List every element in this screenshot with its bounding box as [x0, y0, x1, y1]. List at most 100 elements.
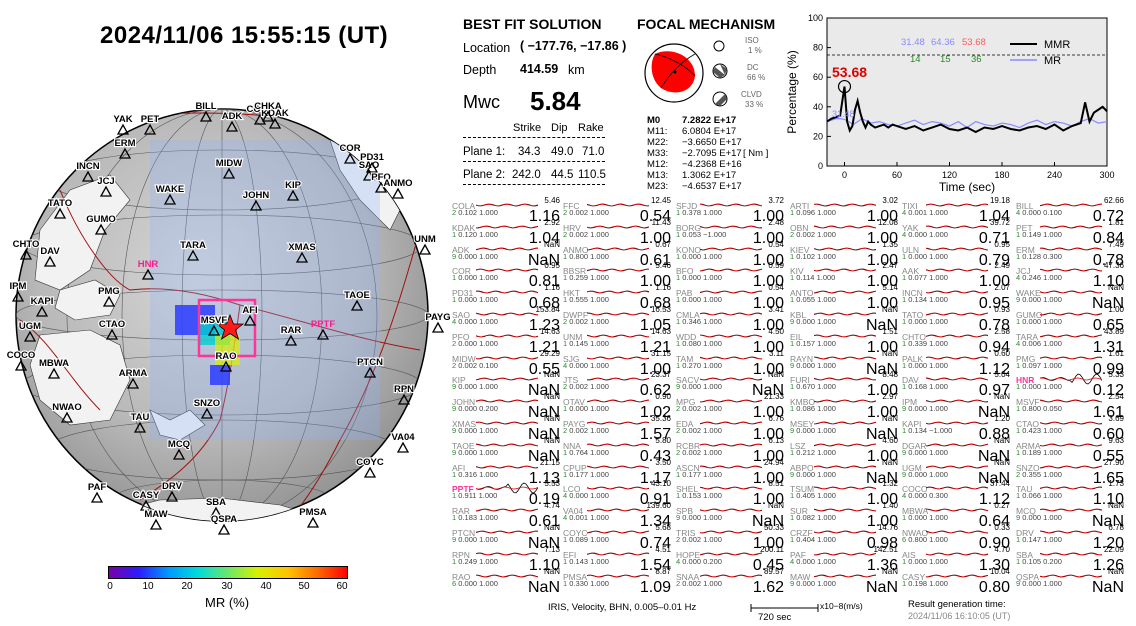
station-name: SNAA	[676, 571, 700, 582]
station-label: PAYG	[425, 312, 450, 323]
station-stats: 1 0.157 1.000	[790, 339, 836, 348]
station-stat: 1.000	[590, 338, 609, 348]
station-stat: 1	[452, 229, 457, 239]
station-stats: 2 0.002 1.000	[563, 426, 609, 435]
station-label: JOHN	[243, 190, 270, 201]
station-stat: −1.000	[703, 229, 727, 239]
station-stat: 4	[676, 556, 681, 566]
station-name: OTAV	[563, 397, 585, 408]
station-stat: 0.62	[639, 382, 671, 400]
station-stat: 1	[1016, 426, 1021, 435]
station-stat: 0.102	[796, 251, 816, 261]
station-stat: NaN	[1091, 295, 1124, 313]
station-cell: AAK 2.49 1 0.077 1.000 1.00	[902, 261, 1014, 290]
station-stat: 1.00	[866, 273, 898, 291]
station-stat: 1	[676, 360, 681, 370]
station-cell: SUR 1.40 1 0.082 1.000 1.00	[790, 501, 902, 530]
station-cell: COYC 5.68 1 0.089 1.000 0.74	[563, 523, 675, 552]
station-stat: 1.00	[866, 208, 898, 225]
station-vr-top: 7.49	[1108, 239, 1124, 249]
station-name: DGAR	[902, 440, 927, 451]
station-vr-top: 1.32	[882, 479, 898, 489]
station-stats: 1 0.670 1.000	[790, 382, 836, 391]
station-stat: 1	[1016, 360, 1021, 370]
station-cell: ULN 0.95 1 0.000 1.000 0.79	[902, 240, 1014, 269]
station-stat: 1	[1016, 251, 1021, 261]
station-stat: 0.99	[1092, 360, 1124, 378]
station-stat: 0.000	[908, 513, 928, 523]
station-label: SNZO	[194, 398, 220, 409]
station-stat: 0.000	[458, 317, 478, 326]
station-name: MSVF	[1016, 397, 1040, 408]
station-marker-kdak: KDAK	[260, 107, 290, 129]
station-stat: 1.000	[1043, 426, 1062, 435]
station-stat: 9	[452, 447, 457, 457]
station-cell: MSEY NaN 9 0.000 1.000 NaN	[790, 414, 902, 443]
station-stat: 0.423	[1022, 426, 1042, 435]
station-stat: 2	[563, 382, 568, 392]
station-name: PFO	[452, 331, 470, 342]
moment-key: M0	[647, 115, 661, 126]
annotation-mr-start: 31.48	[832, 109, 855, 119]
station-cell: TRIS 50.33 2 0.002 1.000 1.00	[676, 523, 788, 552]
station-name: SNZO	[1016, 462, 1040, 473]
station-stat: 1.00	[639, 229, 671, 247]
station-label: MSVF	[201, 315, 228, 326]
station-vr-top: 1.73	[1108, 479, 1124, 489]
station-stats: 1 0.089 1.000	[563, 535, 609, 544]
station-vr-top: 1.20	[994, 414, 1010, 423]
station-vr-top: 2.48	[768, 217, 784, 227]
station-cell: PTCN NaN 9 0.000 1.000 NaN	[452, 523, 564, 552]
colorbar-tick: 20	[181, 581, 193, 592]
station-waveform	[476, 334, 538, 338]
station-waveform	[814, 552, 876, 556]
station-stat: 4	[1016, 208, 1021, 217]
station-name: PMSA	[563, 571, 588, 582]
station-stat: 1.000	[1043, 295, 1062, 305]
station-stats: 2 0.002 1.000	[676, 448, 722, 457]
station-stat: 0.080	[682, 338, 702, 348]
station-marker-rar: RAR	[280, 324, 303, 346]
station-stats: 1 0.378 1.000	[676, 208, 722, 217]
station-stat: 0.000	[1022, 317, 1042, 326]
station-vr-top: 5.04	[994, 370, 1010, 380]
station-label: GUMO	[86, 214, 116, 225]
station-stat: NaN	[751, 382, 784, 400]
station-stats: 9 0.000 1.000	[1016, 513, 1062, 522]
station-stat: 1.00	[866, 382, 898, 400]
station-stats: 1 0.346 1.000	[676, 317, 722, 326]
depth-unit: km	[568, 63, 585, 77]
station-label: PAF	[88, 482, 106, 493]
station-stat: 1	[790, 273, 795, 283]
station-name: DAV	[902, 375, 919, 386]
station-stat: 1.09	[639, 578, 671, 596]
station-marker-wake: WAKE	[155, 183, 185, 205]
station-name: ARTI	[790, 201, 810, 211]
station-vr-top: 5.80	[655, 435, 671, 445]
station-stat: 0.134	[908, 295, 928, 305]
station-stat: 1.000	[1043, 273, 1062, 283]
station-cell: PD31 1.16 1 0.000 1.000 0.68	[452, 283, 564, 312]
station-label: MAW	[144, 509, 167, 520]
station-label: CHKA	[254, 101, 282, 112]
station-name: ARMA	[1016, 440, 1041, 451]
station-waveform	[1040, 486, 1102, 490]
station-waveform	[700, 399, 762, 403]
station-vr-top: 6.78	[1108, 523, 1124, 532]
station-stat: 0.000	[458, 338, 478, 348]
station-stat: NaN	[527, 578, 560, 596]
station-stats: 9 0.000 1.000	[790, 470, 836, 479]
station-stat: 1.000	[479, 382, 498, 392]
station-label: YAK	[113, 114, 132, 125]
station-cell: SNZO 27.90 2 0.355 1.000 1.65	[1016, 458, 1128, 487]
station-stat: 0.80	[978, 578, 1010, 596]
station-stat: 0.002	[682, 447, 702, 457]
station-stat: 1.000	[479, 426, 498, 435]
station-marker-kapi: KAPI	[30, 295, 54, 317]
station-stat: 1	[452, 513, 457, 523]
station-stat: 1.000	[590, 273, 609, 283]
station-stat: 1.000	[929, 295, 948, 305]
station-stat: 1.04	[528, 229, 560, 247]
station-stats: 4 0.001 1.000	[902, 208, 948, 217]
moment-value: −4.2368 E+16	[682, 159, 742, 170]
